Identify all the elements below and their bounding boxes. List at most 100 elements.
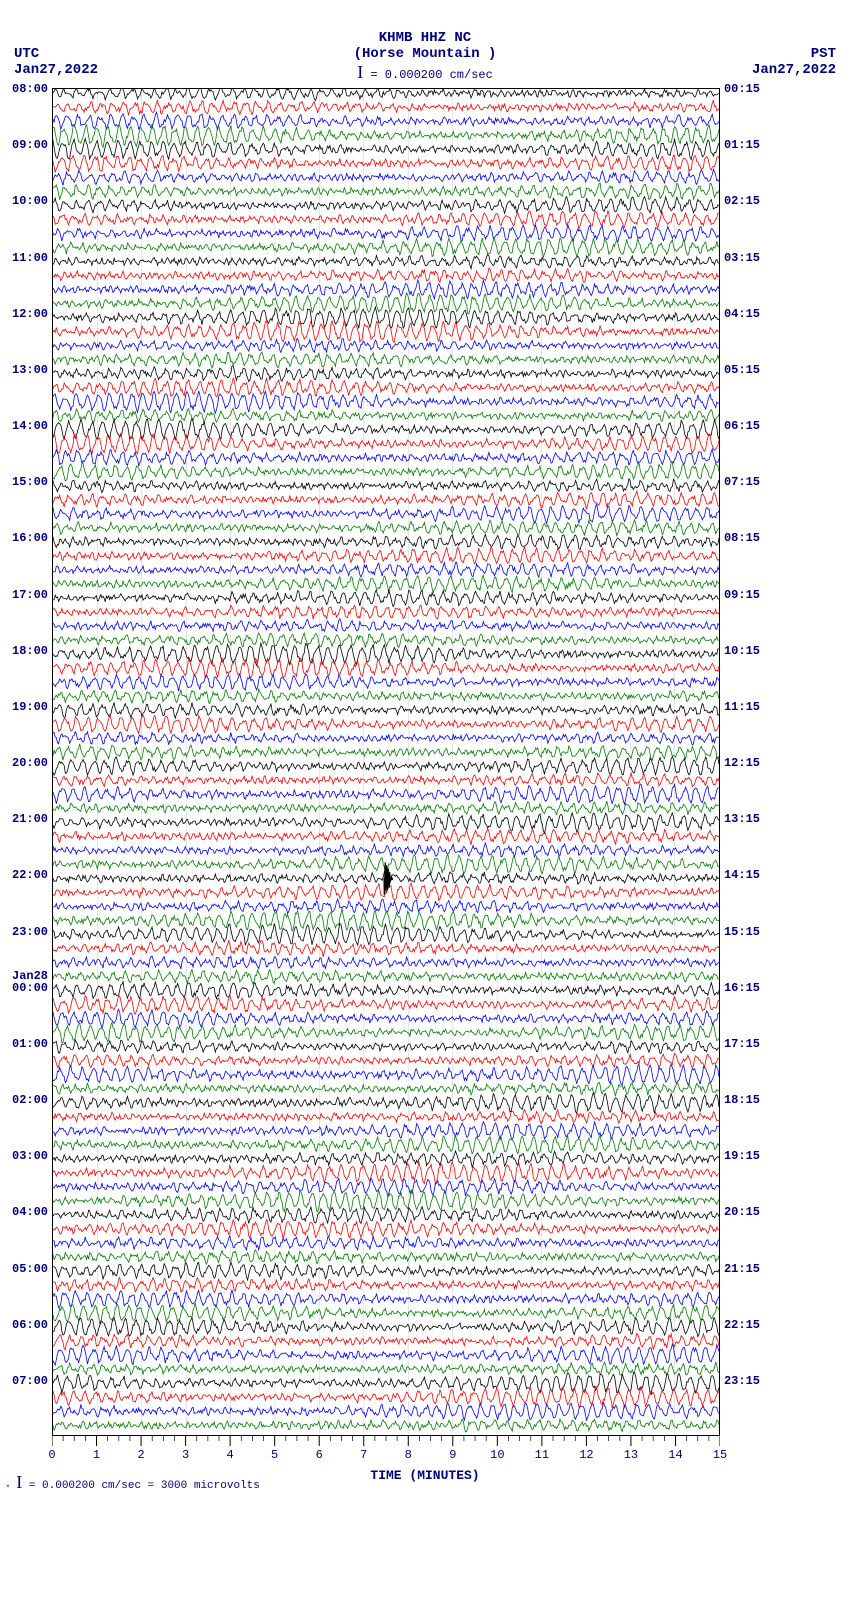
utc-hour-label: 07:00	[12, 1374, 48, 1388]
location-subtitle: (Horse Mountain )	[0, 46, 850, 62]
seismic-trace	[53, 520, 719, 536]
utc-hour-label: 00:00	[12, 981, 48, 995]
seismic-trace	[53, 1402, 719, 1421]
pst-hour-label: 12:15	[724, 756, 760, 770]
seismic-trace	[53, 995, 719, 1014]
scale-text: = 0.000200 cm/sec	[370, 68, 492, 82]
pst-hour-label: 11:15	[724, 700, 760, 714]
utc-hour-label: 06:00	[12, 1318, 48, 1332]
utc-hour-label: 15:00	[12, 475, 48, 489]
seismic-trace	[53, 982, 719, 999]
scale-line: I = 0.000200 cm/sec	[0, 62, 850, 83]
utc-hour-label: 09:00	[12, 138, 48, 152]
seismic-trace	[53, 702, 719, 718]
pst-hour-label: 14:15	[724, 868, 760, 882]
seismic-trace	[53, 1110, 719, 1124]
seismic-trace	[53, 1333, 719, 1350]
utc-hour-label: 02:00	[12, 1093, 48, 1107]
seismic-trace	[53, 1023, 719, 1043]
seismic-trace	[53, 1277, 719, 1292]
right-timezone: PST Jan27,2022	[752, 46, 836, 78]
utc-hour-label: 22:00	[12, 868, 48, 882]
utc-hour-label: 17:00	[12, 588, 48, 602]
seismic-trace	[53, 1344, 719, 1365]
utc-hour-label: 12:00	[12, 307, 48, 321]
seismogram-plot	[52, 88, 720, 1436]
seismic-trace	[53, 1064, 719, 1085]
utc-hour-label: 20:00	[12, 756, 48, 770]
seismic-trace	[53, 1040, 719, 1054]
seismic-trace	[53, 658, 719, 678]
seismic-trace	[53, 562, 719, 577]
pst-hour-label: 05:15	[724, 363, 760, 377]
seismic-trace	[53, 197, 719, 214]
seismic-trace	[53, 605, 719, 619]
pst-hour-label: 20:15	[724, 1205, 760, 1219]
seismic-trace	[53, 169, 719, 185]
utc-hour-label: 11:00	[12, 251, 48, 265]
seismic-trace	[53, 1178, 719, 1196]
seismic-trace	[53, 418, 719, 440]
seismic-trace	[53, 479, 719, 493]
pst-hour-label: 22:15	[724, 1318, 760, 1332]
seismic-trace	[53, 352, 719, 367]
seismic-trace	[53, 732, 719, 745]
seismic-trace	[53, 689, 719, 703]
seismic-trace	[53, 100, 719, 114]
utc-hour-label: 13:00	[12, 363, 48, 377]
seismic-trace	[53, 1053, 719, 1067]
seismic-trace	[53, 366, 719, 382]
pst-hour-label: 10:15	[724, 644, 760, 658]
utc-hour-label: 23:00	[12, 925, 48, 939]
seismic-trace	[53, 307, 719, 328]
seismic-trace	[53, 773, 719, 787]
station-title: KHMB HHZ NC	[0, 30, 850, 46]
utc-hour-label: 21:00	[12, 812, 48, 826]
seismic-trace	[53, 449, 719, 466]
utc-hour-label: 08:00	[12, 82, 48, 96]
seismic-trace	[53, 1236, 719, 1250]
left-tz-date: Jan27,2022	[14, 62, 98, 78]
seismic-trace	[53, 211, 719, 229]
seismic-trace	[53, 391, 719, 413]
seismic-trace	[53, 504, 719, 523]
seismic-trace	[53, 715, 719, 734]
footer-text: = 0.000200 cm/sec = 3000 microvolts	[29, 1480, 260, 1492]
seismic-trace	[53, 1318, 719, 1337]
seismic-trace	[53, 339, 719, 353]
utc-hour-label: 14:00	[12, 419, 48, 433]
utc-hour-label: 18:00	[12, 644, 48, 658]
seismic-trace	[53, 757, 719, 775]
seismic-trace	[53, 940, 719, 957]
pst-hour-label: 08:15	[724, 531, 760, 545]
seismic-trace	[53, 408, 719, 422]
pst-hour-label: 02:15	[724, 194, 760, 208]
seismic-trace	[53, 619, 719, 631]
trace-svg	[53, 89, 719, 1435]
utc-hour-label: 01:00	[12, 1037, 48, 1051]
seismic-trace	[53, 909, 719, 932]
pst-hour-label: 21:15	[724, 1262, 760, 1276]
seismic-trace	[53, 801, 719, 815]
seismic-trace	[53, 1162, 719, 1185]
pst-hour-label: 04:15	[724, 307, 760, 321]
header: KHMB HHZ NC (Horse Mountain ) I = 0.0002…	[0, 30, 850, 83]
seismic-trace	[53, 1190, 719, 1212]
seismic-trace	[53, 1082, 719, 1095]
seismic-trace	[53, 462, 719, 481]
seismogram-page: KHMB HHZ NC (Horse Mountain ) I = 0.0002…	[0, 0, 850, 1613]
pst-hour-label: 16:15	[724, 981, 760, 995]
pst-hour-label: 07:15	[724, 475, 760, 489]
footer-glyph: I	[16, 1472, 22, 1492]
seismic-trace	[53, 547, 719, 564]
seismic-trace	[53, 784, 719, 804]
footer-scale: × I = 0.000200 cm/sec = 3000 microvolts	[6, 1472, 260, 1493]
pst-hour-label: 00:15	[724, 82, 760, 96]
pst-hour-label: 17:15	[724, 1037, 760, 1051]
left-tz-code: UTC	[14, 46, 98, 62]
seismic-trace	[53, 674, 719, 691]
utc-hour-label: 04:00	[12, 1205, 48, 1219]
seismic-trace	[53, 534, 719, 549]
pst-hour-label: 15:15	[724, 925, 760, 939]
utc-hour-label: 05:00	[12, 1262, 48, 1276]
